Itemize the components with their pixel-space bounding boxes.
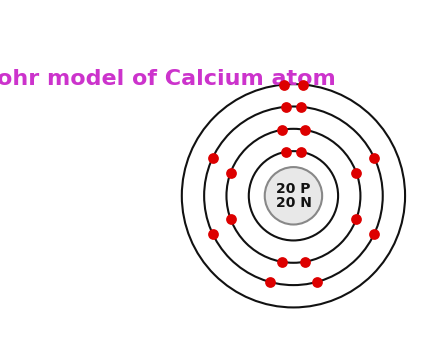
- Point: [371, 155, 378, 161]
- Text: 20 P: 20 P: [276, 182, 311, 196]
- Point: [301, 259, 309, 265]
- Point: [227, 216, 234, 221]
- Point: [313, 279, 320, 285]
- Text: 20 N: 20 N: [276, 196, 311, 210]
- Point: [209, 231, 216, 236]
- Point: [267, 279, 274, 285]
- Point: [371, 231, 378, 236]
- Point: [297, 104, 305, 110]
- Point: [282, 149, 289, 155]
- Point: [353, 216, 360, 221]
- Point: [353, 170, 360, 176]
- Point: [300, 82, 307, 88]
- Point: [301, 127, 309, 133]
- Point: [297, 149, 305, 155]
- Point: [280, 82, 287, 88]
- Point: [209, 155, 216, 161]
- Point: [227, 170, 234, 176]
- Point: [278, 259, 285, 265]
- Text: Bohr model of Calcium atom: Bohr model of Calcium atom: [0, 69, 336, 89]
- Circle shape: [265, 167, 322, 225]
- Point: [282, 104, 289, 110]
- Point: [278, 127, 285, 133]
